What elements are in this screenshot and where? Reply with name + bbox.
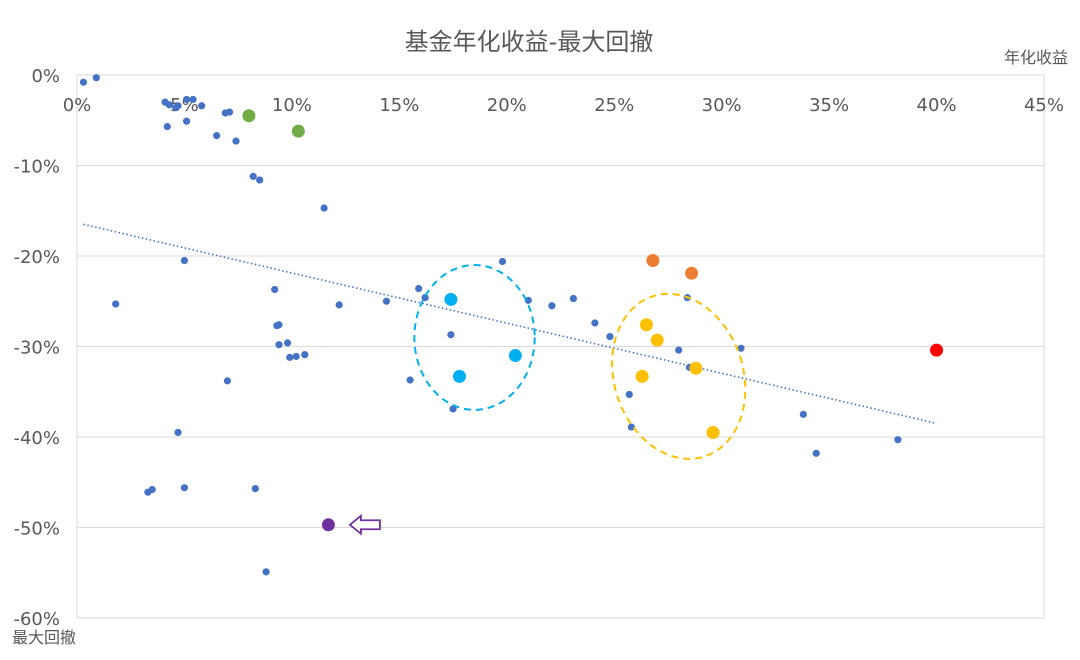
data-point (415, 284, 423, 293)
y-tick-label: -60% (13, 609, 60, 630)
y-tick-labels: 0% -10% -20% -30% -40% -50% -60% (13, 66, 60, 630)
trendline (83, 223, 937, 425)
data-point (646, 254, 660, 268)
arrow-left-icon (348, 513, 381, 536)
data-point (182, 95, 191, 104)
y-tick-label: 0% (31, 66, 60, 87)
data-point (249, 172, 257, 180)
data-point (163, 122, 171, 131)
data-point (320, 204, 328, 212)
data-point (286, 353, 294, 361)
data-point (112, 300, 120, 308)
x-axis-label: 年化收益 (1004, 48, 1068, 67)
x-tick-labels: 0% 5% 10% 15% 20% 25% 30% 35% 40% 45% (63, 95, 1064, 116)
data-point (689, 361, 703, 375)
x-tick-label: 25% (594, 95, 634, 116)
data-point (447, 331, 455, 339)
data-point (180, 484, 189, 492)
chart-title: 基金年化收益-最大回撤 (405, 28, 654, 56)
y-tick-label: -50% (13, 519, 60, 540)
data-point (271, 285, 279, 294)
y-tick-label: -30% (13, 338, 60, 359)
annotations (348, 264, 747, 536)
data-point (242, 109, 256, 123)
x-tick-label: 35% (809, 95, 849, 116)
data-point (291, 124, 305, 138)
data-point (591, 319, 599, 327)
data-point (606, 332, 614, 341)
data-point (444, 292, 458, 306)
highlight-ellipse (611, 292, 747, 460)
grid-lines (76, 74, 1045, 619)
data-points (79, 74, 944, 576)
data-point (635, 369, 649, 383)
data-point (174, 428, 182, 437)
data-point (737, 344, 745, 352)
data-point (650, 333, 664, 347)
data-point (321, 518, 335, 532)
x-tick-label: 30% (702, 95, 742, 116)
data-point (148, 485, 156, 494)
data-point (180, 256, 189, 265)
data-point (453, 369, 467, 383)
data-point (174, 102, 182, 110)
y-tick-label: -40% (13, 428, 60, 449)
data-point (799, 410, 807, 418)
data-point (189, 95, 197, 104)
x-tick-label: 0% (63, 95, 92, 116)
data-point (165, 101, 174, 109)
highlight-ellipse (413, 264, 536, 411)
data-point (283, 339, 292, 347)
data-point (213, 132, 221, 140)
data-point (675, 346, 683, 354)
y-tick-label: -20% (13, 247, 60, 268)
data-point (251, 484, 259, 493)
data-point (812, 449, 820, 457)
data-point (706, 425, 720, 439)
data-point (685, 266, 699, 280)
data-point (262, 568, 270, 576)
data-point (498, 257, 507, 266)
data-point (256, 176, 264, 184)
data-point (223, 377, 232, 385)
data-point (182, 117, 191, 125)
data-point (406, 376, 414, 384)
data-point (421, 294, 429, 302)
data-point (382, 297, 391, 305)
data-point (627, 423, 636, 431)
data-point (548, 302, 556, 310)
data-point (930, 343, 944, 357)
data-point (232, 137, 240, 145)
data-point (449, 405, 457, 413)
data-point (301, 351, 309, 359)
data-point (275, 341, 283, 349)
data-point (569, 294, 577, 303)
data-point (275, 321, 283, 329)
data-point (335, 301, 343, 309)
x-tick-label: 45% (1024, 95, 1064, 116)
data-point (894, 436, 902, 444)
trendline-layer (83, 223, 937, 425)
data-point (198, 102, 206, 110)
x-tick-label: 20% (487, 95, 527, 116)
data-point (225, 108, 234, 116)
data-point (508, 349, 522, 363)
data-point (79, 78, 88, 86)
y-tick-label: -10% (13, 157, 60, 178)
data-point (625, 390, 633, 399)
data-point (639, 318, 653, 332)
data-point (292, 352, 300, 361)
y-axis-label: 最大回撤 (12, 628, 76, 647)
x-tick-label: 40% (917, 95, 957, 116)
data-point (92, 74, 100, 82)
data-point (524, 296, 532, 304)
x-tick-label: 15% (379, 95, 419, 116)
x-tick-label: 10% (272, 95, 312, 116)
